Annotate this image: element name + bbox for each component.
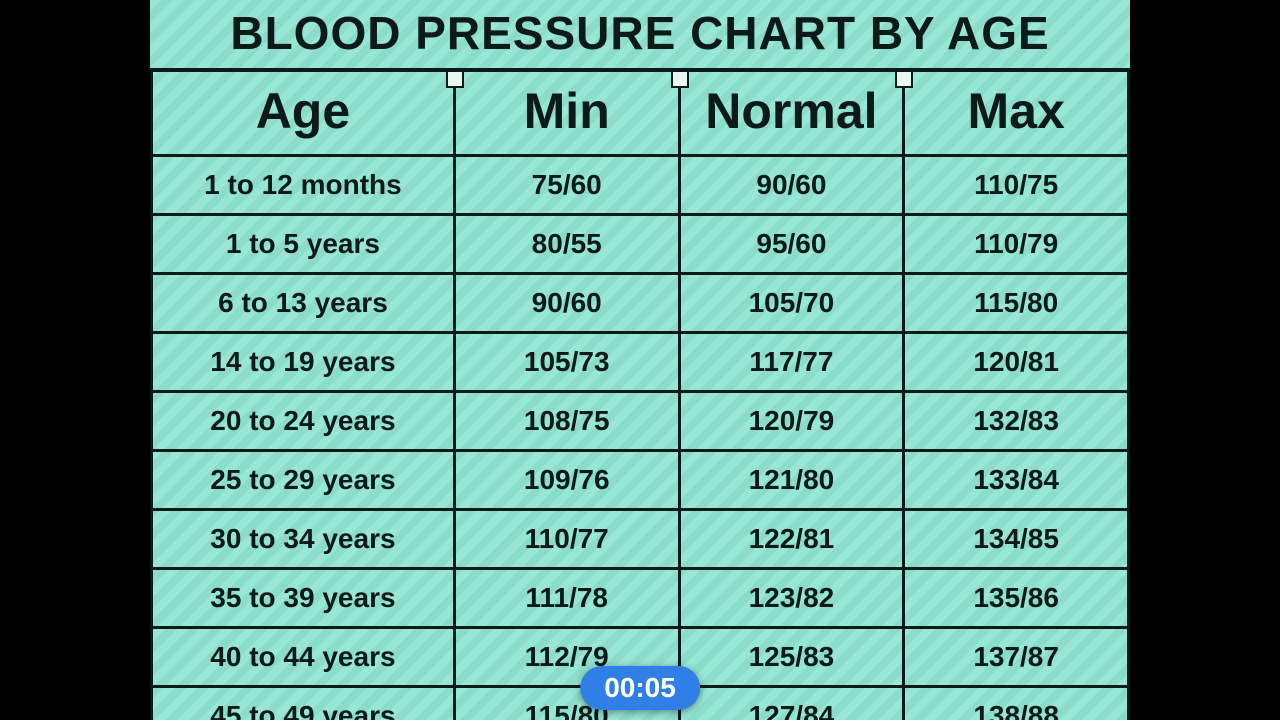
cell-normal: 127/84 (679, 687, 904, 720)
cell-age: 30 to 34 years (152, 510, 455, 569)
table-row: 1 to 12 months75/6090/60110/75 (152, 156, 1129, 215)
table-row: 30 to 34 years110/77122/81134/85 (152, 510, 1129, 569)
cell-max: 110/75 (904, 156, 1129, 215)
cell-max: 120/81 (904, 333, 1129, 392)
col-max: Max (904, 72, 1129, 156)
cell-max: 110/79 (904, 215, 1129, 274)
bp-table: Age Min Normal Max 1 to 12 months75/6090… (150, 72, 1130, 720)
cell-max: 115/80 (904, 274, 1129, 333)
cell-min: 109/76 (454, 451, 679, 510)
cell-min: 110/77 (454, 510, 679, 569)
cell-normal: 122/81 (679, 510, 904, 569)
cell-max: 138/88 (904, 687, 1129, 720)
cell-age: 40 to 44 years (152, 628, 455, 687)
timestamp-text: 00:05 (604, 672, 676, 703)
cell-max: 134/85 (904, 510, 1129, 569)
cell-min: 90/60 (454, 274, 679, 333)
cell-max: 133/84 (904, 451, 1129, 510)
cell-normal: 125/83 (679, 628, 904, 687)
table-row: 1 to 5 years80/5595/60110/79 (152, 215, 1129, 274)
cell-normal: 90/60 (679, 156, 904, 215)
cell-normal: 123/82 (679, 569, 904, 628)
table-row: 25 to 29 years109/76121/80133/84 (152, 451, 1129, 510)
cell-normal: 120/79 (679, 392, 904, 451)
table-row: 6 to 13 years90/60105/70115/80 (152, 274, 1129, 333)
cell-min: 75/60 (454, 156, 679, 215)
cell-max: 132/83 (904, 392, 1129, 451)
cell-age: 1 to 5 years (152, 215, 455, 274)
cell-max: 137/87 (904, 628, 1129, 687)
cell-normal: 117/77 (679, 333, 904, 392)
cell-min: 80/55 (454, 215, 679, 274)
cell-age: 6 to 13 years (152, 274, 455, 333)
cell-min: 111/78 (454, 569, 679, 628)
col-min: Min (454, 72, 679, 156)
col-normal: Normal (679, 72, 904, 156)
bp-chart-panel: BLOOD PRESSURE CHART BY AGE Age Min Norm… (150, 0, 1130, 720)
cell-normal: 105/70 (679, 274, 904, 333)
chart-title: BLOOD PRESSURE CHART BY AGE (150, 0, 1130, 72)
cell-age: 35 to 39 years (152, 569, 455, 628)
cell-min: 105/73 (454, 333, 679, 392)
cell-max: 135/86 (904, 569, 1129, 628)
cell-min: 108/75 (454, 392, 679, 451)
cell-age: 1 to 12 months (152, 156, 455, 215)
cell-age: 20 to 24 years (152, 392, 455, 451)
table-row: 35 to 39 years111/78123/82135/86 (152, 569, 1129, 628)
col-age: Age (152, 72, 455, 156)
cell-age: 45 to 49 years (152, 687, 455, 720)
table-row: 14 to 19 years105/73117/77120/81 (152, 333, 1129, 392)
table-row: 20 to 24 years108/75120/79132/83 (152, 392, 1129, 451)
cell-normal: 95/60 (679, 215, 904, 274)
table-header-row: Age Min Normal Max (152, 72, 1129, 156)
cell-age: 14 to 19 years (152, 333, 455, 392)
video-timestamp-pill[interactable]: 00:05 (580, 666, 700, 710)
cell-normal: 121/80 (679, 451, 904, 510)
cell-age: 25 to 29 years (152, 451, 455, 510)
